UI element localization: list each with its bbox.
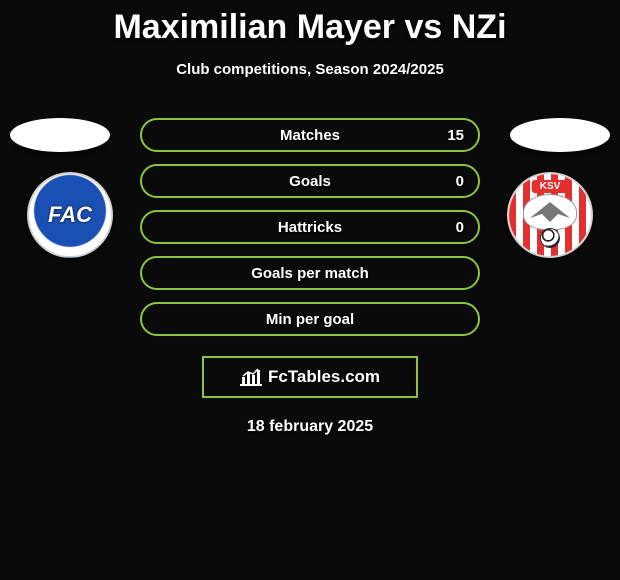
stat-value-right: 0 <box>456 173 464 190</box>
club-abbrev-left: FAC <box>42 187 98 243</box>
stat-label: Min per goal <box>266 311 354 328</box>
club-logo-right: KSV <box>507 172 593 258</box>
page-title: Maximilian Mayer vs NZi <box>0 0 620 47</box>
stat-value-right: 0 <box>456 219 464 236</box>
stat-label: Goals <box>289 173 331 190</box>
stat-value-right: 15 <box>447 127 464 144</box>
player-avatar-right <box>510 118 610 152</box>
player-avatar-left <box>10 118 110 152</box>
comparison-area: FAC KSV Matches 15 Goals 0 Hattricks 0 G… <box>0 118 620 436</box>
chart-icon <box>240 367 262 387</box>
club-logo-left: FAC <box>27 172 113 258</box>
stat-row-matches: Matches 15 <box>140 118 480 152</box>
stat-label: Hattricks <box>278 219 342 236</box>
ball-icon <box>540 228 560 248</box>
branding-text: FcTables.com <box>268 367 380 387</box>
subtitle: Club competitions, Season 2024/2025 <box>0 61 620 78</box>
club-abbrev-right: KSV <box>532 180 569 193</box>
stat-label: Goals per match <box>251 265 369 282</box>
eagle-icon <box>523 194 577 230</box>
branding-box: FcTables.com <box>202 356 418 398</box>
stat-row-hattricks: Hattricks 0 <box>140 210 480 244</box>
stat-row-goals-per-match: Goals per match <box>140 256 480 290</box>
stat-row-goals: Goals 0 <box>140 164 480 198</box>
stat-row-min-per-goal: Min per goal <box>140 302 480 336</box>
date-text: 18 february 2025 <box>0 418 620 436</box>
stat-label: Matches <box>280 127 340 144</box>
